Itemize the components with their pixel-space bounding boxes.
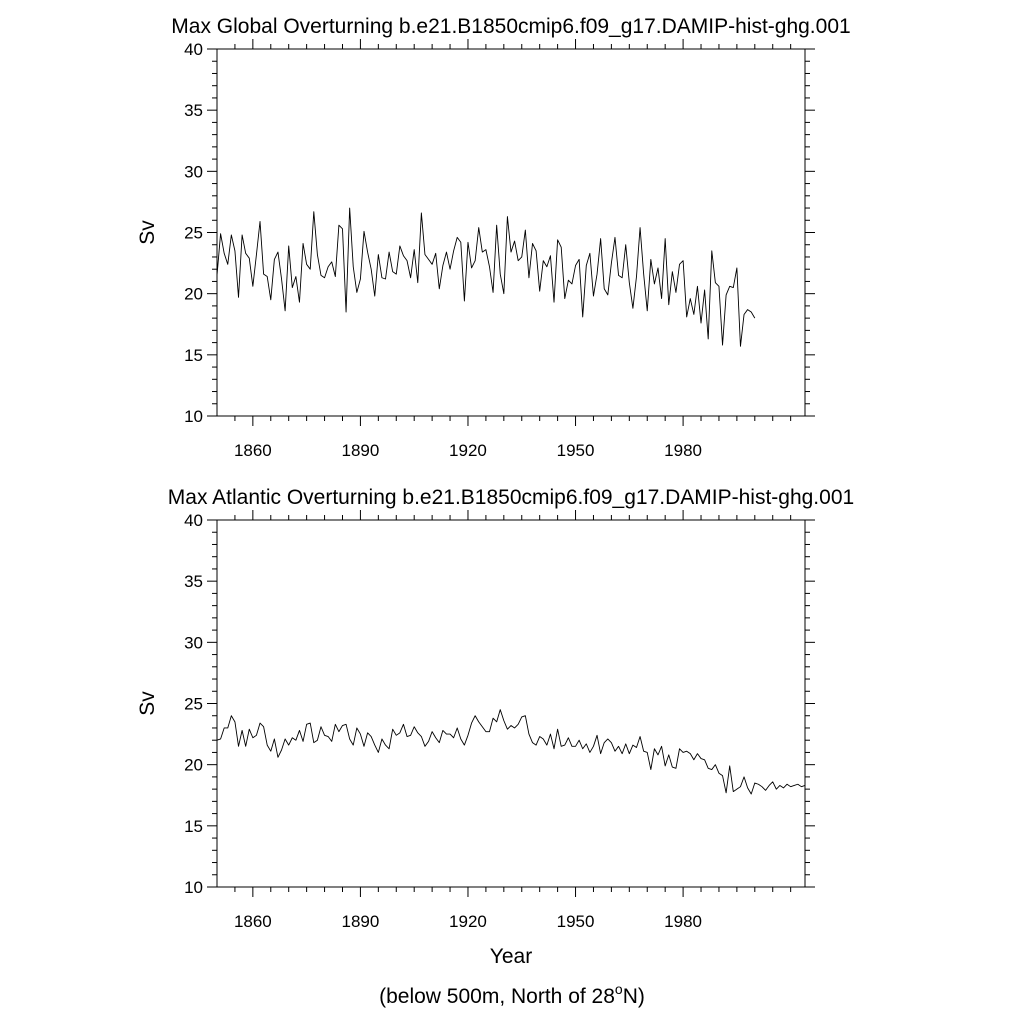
footer-note-prefix: (below 500m, North of 28 — [379, 985, 615, 1008]
y-tick-label: 40 — [184, 511, 203, 530]
y-tick-label: 40 — [184, 40, 203, 59]
chart-title: Max Atlantic Overturning b.e21.B1850cmip… — [168, 486, 854, 509]
atlantic-overturning-panel: Max Atlantic Overturning b.e21.B1850cmip… — [136, 486, 854, 968]
x-tick-label: 1920 — [449, 441, 487, 460]
y-tick-label: 30 — [184, 633, 203, 652]
x-minor-ticks — [234, 515, 792, 892]
y-tick-label: 25 — [184, 224, 203, 243]
plot-frame — [216, 519, 806, 888]
y-tick-label: 15 — [184, 346, 203, 365]
y-tick-label: 20 — [184, 285, 203, 304]
series-line — [216, 207, 756, 347]
x-minor-ticks — [234, 44, 792, 421]
x-tick-label: 1950 — [557, 441, 595, 460]
x-tick-label: 1950 — [557, 912, 595, 931]
y-tick-label: 20 — [184, 756, 203, 775]
series-line — [216, 709, 806, 795]
x-axis-label: Year — [490, 945, 532, 968]
y-minor-ticks — [212, 531, 810, 876]
x-tick-label: 1920 — [449, 912, 487, 931]
chart-title: Max Global Overturning b.e21.B1850cmip6.… — [171, 15, 850, 38]
y-axis-label: Sv — [136, 220, 159, 245]
x-tick-label: 1890 — [342, 441, 380, 460]
y-tick-label: 35 — [184, 572, 203, 591]
y-tick-label: 10 — [184, 878, 203, 897]
footer-note: (below 500m, North of 28oN) — [379, 981, 645, 1008]
global-overturning-panel: Max Global Overturning b.e21.B1850cmip6.… — [136, 15, 851, 460]
footer-note-superscript: o — [615, 981, 623, 997]
x-tick-label: 1860 — [234, 912, 272, 931]
y-axis-label: Sv — [136, 691, 159, 716]
x-tick-label: 1980 — [664, 912, 702, 931]
x-tick-label: 1980 — [664, 441, 702, 460]
y-tick-label: 35 — [184, 101, 203, 120]
x-tick-label: 1890 — [342, 912, 380, 931]
footer-note-suffix: N) — [623, 985, 645, 1008]
plot-frame — [216, 48, 806, 417]
y-minor-ticks — [212, 60, 810, 405]
y-tick-label: 10 — [184, 407, 203, 426]
y-tick-label: 25 — [184, 695, 203, 714]
y-tick-label: 15 — [184, 817, 203, 836]
y-tick-label: 30 — [184, 162, 203, 181]
x-tick-label: 1860 — [234, 441, 272, 460]
